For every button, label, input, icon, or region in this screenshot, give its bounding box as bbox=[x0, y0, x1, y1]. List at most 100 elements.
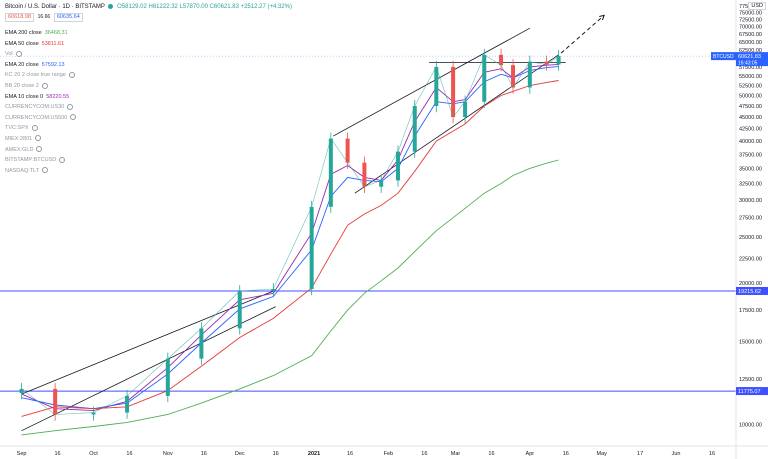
symbol-tag bbox=[711, 52, 736, 61]
candle-body bbox=[271, 289, 276, 292]
indicator-row[interactable]: CURRENCYCOM:US30 bbox=[5, 102, 76, 113]
y-tick-label: 10000.00 bbox=[739, 422, 762, 428]
indicator-row[interactable]: MIEX:2801 bbox=[5, 134, 76, 145]
y-tick-label: 27500.00 bbox=[739, 216, 762, 222]
indicator-row[interactable]: NASDAQ:TLT bbox=[5, 166, 76, 177]
x-tick-label: May bbox=[597, 451, 608, 457]
candle-body bbox=[482, 54, 487, 102]
indicator-row[interactable]: TVC:SPX bbox=[5, 123, 76, 134]
y-tick-label: 40000.00 bbox=[739, 139, 762, 145]
visibility-icon[interactable] bbox=[68, 71, 75, 78]
projection-arrowhead bbox=[599, 14, 605, 21]
indicator-row[interactable]: CURRENCYCOM:US500 bbox=[5, 113, 77, 124]
indicator-value: 57592.13 bbox=[41, 61, 65, 68]
x-tick-label: Nov bbox=[163, 451, 173, 457]
candle-body bbox=[395, 151, 400, 181]
visibility-icon[interactable] bbox=[41, 82, 48, 89]
indicator-row[interactable]: EMA 200 close 36468.31 bbox=[5, 28, 76, 39]
visibility-icon[interactable] bbox=[15, 50, 22, 57]
y-tick-label: 47500.00 bbox=[739, 104, 762, 110]
candle-body bbox=[328, 138, 333, 207]
x-tick-label: Dec bbox=[235, 451, 245, 457]
candle-body bbox=[53, 388, 58, 415]
y-tick-label: 37500.00 bbox=[739, 152, 762, 158]
candle-body bbox=[434, 66, 439, 106]
trendlines bbox=[21, 14, 605, 432]
trendline bbox=[354, 54, 559, 194]
symbol-tag-text: BTCUSD bbox=[713, 54, 734, 60]
indicator-label: NASDAQ:TLT bbox=[5, 167, 40, 174]
y-tick-label: 62500.00 bbox=[739, 48, 762, 54]
indicator-row[interactable]: Vol bbox=[5, 49, 76, 60]
y-tick-label: 12500.00 bbox=[739, 377, 762, 383]
indicator-label: EMA 20 close bbox=[5, 61, 39, 68]
level-price-text: 19215.62 bbox=[738, 289, 761, 295]
candle-body bbox=[309, 206, 314, 290]
visibility-icon[interactable] bbox=[70, 114, 77, 121]
x-tick-label: 16 bbox=[54, 451, 60, 457]
x-tick-label: 16 bbox=[488, 451, 494, 457]
y-tick-label: 75000.00 bbox=[739, 11, 762, 17]
visibility-icon[interactable] bbox=[42, 167, 49, 174]
trendline bbox=[21, 306, 276, 432]
candle-body bbox=[237, 291, 242, 329]
y-tick-label: 70000.00 bbox=[739, 25, 762, 31]
indicator-label: EMA 10 close 0 bbox=[5, 93, 44, 100]
y-tick-label: 52500.00 bbox=[739, 84, 762, 90]
visibility-icon[interactable] bbox=[36, 146, 43, 153]
chart-header: Bitcoin / U.S. Dollar · 1D · BITSTAMP O5… bbox=[5, 3, 292, 11]
x-tick-label: Oct bbox=[89, 451, 98, 457]
last-price-text: 60621.83 bbox=[738, 54, 761, 60]
visibility-icon[interactable] bbox=[35, 135, 42, 142]
indicator-row[interactable]: AMEX:GLD bbox=[5, 145, 76, 156]
indicator-row[interactable]: EMA 10 close 0 58220.55 bbox=[5, 92, 76, 103]
ohlc-readout: O58129.02 H61222.32 L57870.00 C60621.83 … bbox=[117, 4, 292, 10]
x-tick-label: 16 bbox=[273, 451, 279, 457]
candle-body bbox=[544, 61, 549, 65]
y-tick-label: 22500.00 bbox=[739, 257, 762, 263]
y-tick-label: 65000.00 bbox=[739, 40, 762, 46]
candle-body bbox=[165, 358, 170, 396]
candle-body bbox=[125, 395, 130, 413]
ema-line bbox=[21, 80, 559, 417]
x-tick-label: 16 bbox=[201, 451, 207, 457]
x-tick-label: 16 bbox=[421, 451, 427, 457]
level-price-tag bbox=[736, 387, 768, 396]
indicator-row[interactable]: EMA 50 close 53811.61 bbox=[5, 39, 76, 50]
trendline bbox=[21, 289, 276, 395]
indicator-row[interactable]: EMA 20 close 57592.13 bbox=[5, 60, 76, 71]
x-tick-label: 16 bbox=[709, 451, 715, 457]
indicator-value: 53811.61 bbox=[41, 40, 65, 47]
x-tick-label: Feb bbox=[384, 451, 393, 457]
visibility-icon[interactable] bbox=[67, 103, 74, 110]
y-tick-label: 67500.00 bbox=[739, 32, 762, 38]
candle-body bbox=[19, 388, 24, 394]
candle-body bbox=[463, 101, 468, 118]
y-tick-label: 57500.00 bbox=[739, 65, 762, 71]
spread-value: 16.66 bbox=[37, 14, 51, 20]
indicator-value: 58220.55 bbox=[46, 93, 70, 100]
visibility-icon[interactable] bbox=[31, 124, 38, 131]
sell-button[interactable]: 60618.98 bbox=[5, 13, 34, 22]
indicator-row[interactable]: BITSTAMP:BTCUSD bbox=[5, 155, 76, 166]
indicator-row[interactable]: BB 20 close 2 bbox=[5, 81, 76, 92]
last-price-tag bbox=[736, 52, 768, 67]
candle-body bbox=[91, 412, 96, 415]
level-price-tag bbox=[736, 286, 768, 295]
indicator-label: BITSTAMP:BTCUSD bbox=[5, 157, 57, 164]
visibility-icon[interactable] bbox=[59, 156, 66, 163]
y-tick-label: 32500.00 bbox=[739, 182, 762, 188]
buy-button[interactable]: 60635.64 bbox=[53, 13, 83, 22]
candle-body bbox=[511, 65, 516, 88]
currency-label[interactable]: USD bbox=[748, 2, 766, 10]
candle-body bbox=[345, 138, 350, 163]
y-tick-label: 50000.00 bbox=[739, 93, 762, 99]
candle-body bbox=[199, 328, 204, 359]
candle-body bbox=[379, 180, 384, 187]
indicator-label: CURRENCYCOM:US30 bbox=[5, 104, 65, 111]
indicator-row[interactable]: KC 20 2 close true range bbox=[5, 70, 76, 81]
price-series bbox=[19, 48, 561, 421]
y-tick-label: 42500.00 bbox=[739, 127, 762, 133]
y-tick-label: 35000.00 bbox=[739, 166, 762, 172]
